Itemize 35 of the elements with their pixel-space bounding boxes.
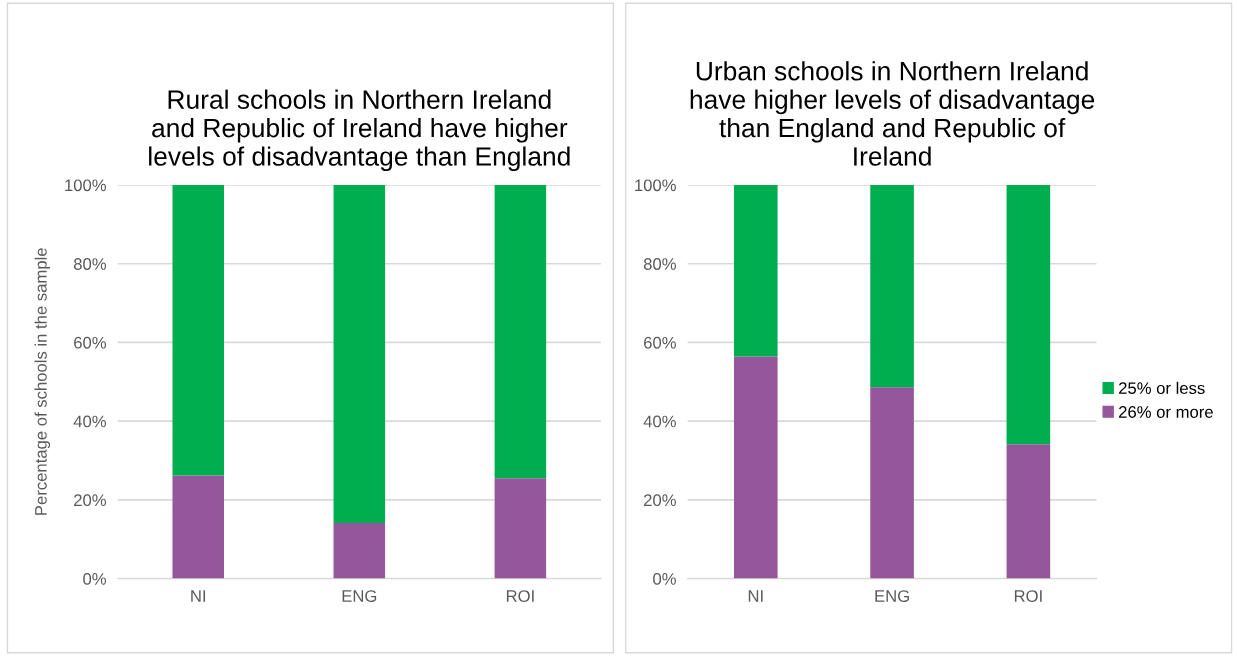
x-tick-label: ENG [342,590,377,602]
x-tick-label: ROI [506,590,534,602]
legend-label: 25% or less [1119,381,1205,395]
bar [733,356,778,579]
chart-title: Rural schools in Northern Ireland and Republic of Ireland have higher levels of disadvantage than England [149,89,570,172]
bar [333,184,386,524]
bar [870,387,914,579]
bar [1006,184,1051,445]
x-tick-label: NI [191,590,206,602]
y-tick-label: 0% [83,572,106,585]
y-tick-label: 80% [643,258,676,270]
x-tick-label: ENG [875,590,909,602]
y-tick-label: 40% [73,415,106,428]
x-tick-label: ROI [1014,590,1042,602]
legend-label: 26% or more [1119,406,1213,418]
y-axis-title: Percentage of schools in the sample [34,248,51,515]
y-tick-label: 100% [65,179,106,192]
chart-title: Urban schools in Northern Ireland have higher levels of disadvantage than England and Republic of Ireland [690,61,1095,166]
bar [333,523,386,579]
y-tick-label: 20% [74,494,106,507]
y-tick-label: 60% [644,336,676,349]
bar [733,184,778,357]
y-tick-label: 40% [643,415,676,428]
y-tick-label: 0% [653,572,676,585]
bar [172,184,225,476]
bar [870,184,914,388]
x-tick-label: NI [748,590,763,602]
y-tick-label: 100% [635,179,676,192]
y-tick-label: 80% [73,258,106,270]
y-tick-label: 20% [644,494,676,507]
bar [172,475,225,579]
bar [494,184,547,479]
y-tick-label: 60% [74,336,106,349]
bar [1006,444,1051,579]
bar [494,478,547,579]
